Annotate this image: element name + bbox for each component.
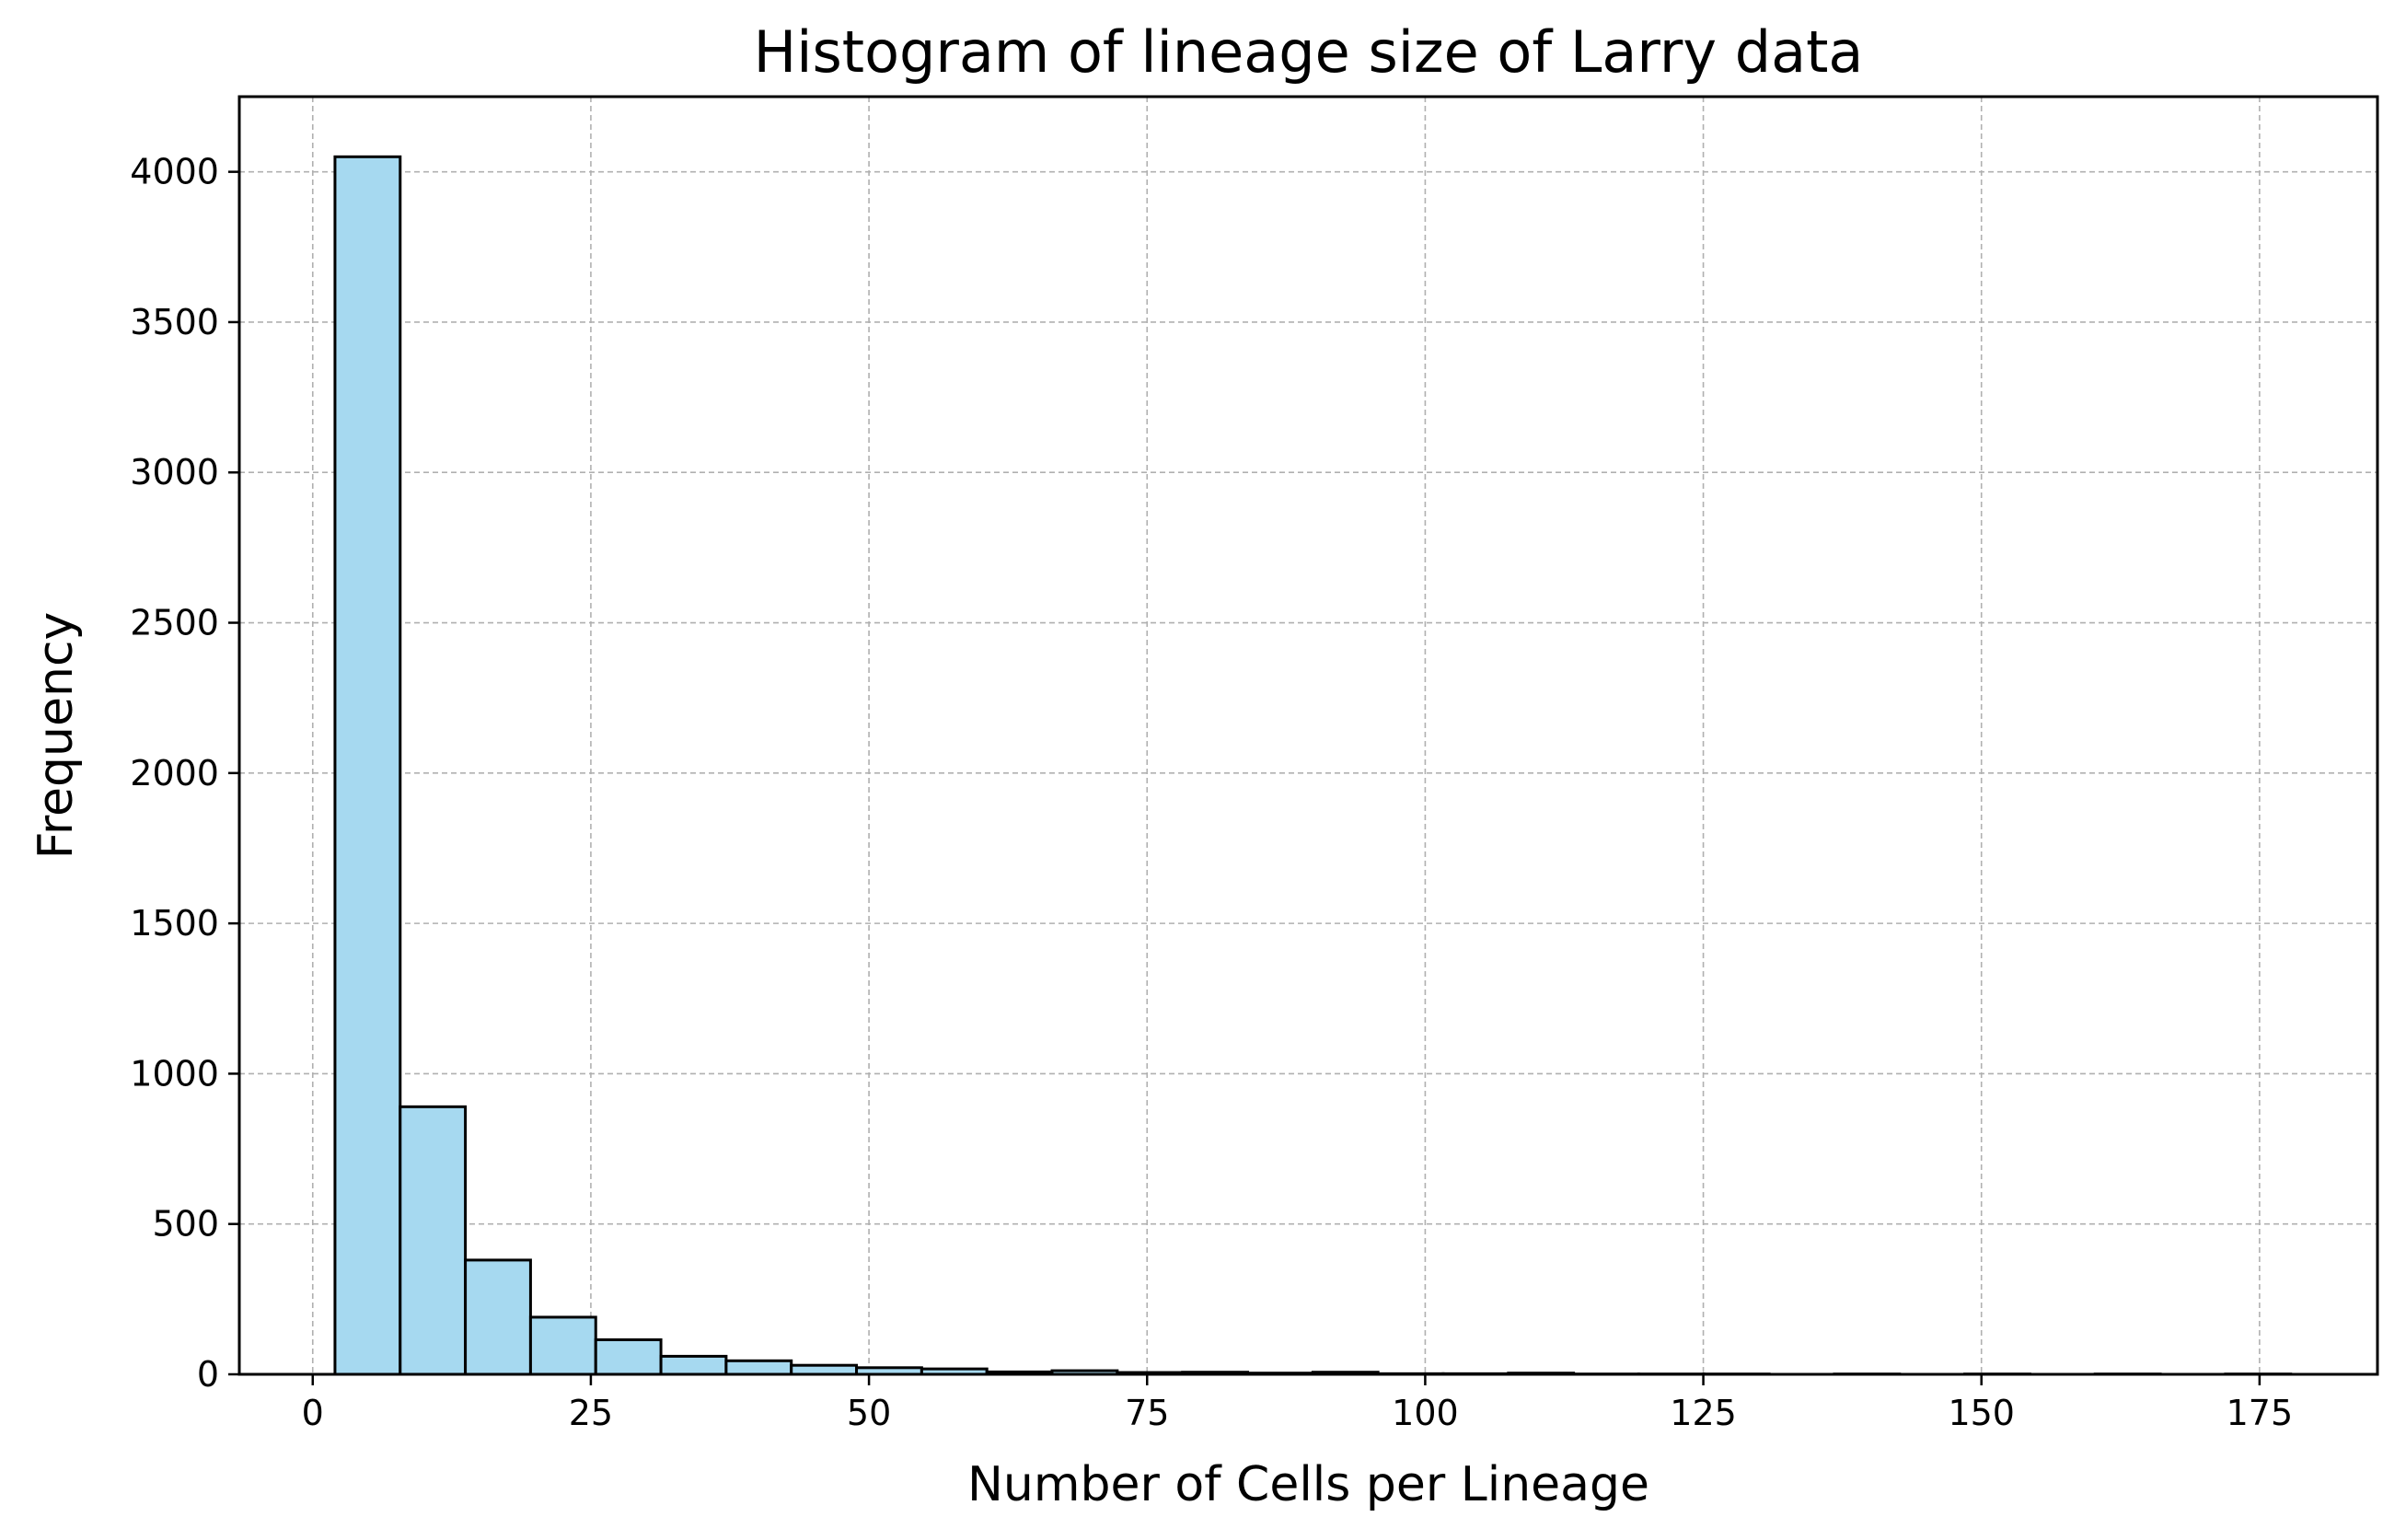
grid <box>239 97 2377 1375</box>
histogram-bar <box>659 1354 728 1376</box>
histogram-bar <box>333 155 402 1376</box>
x-tick-label: 50 <box>847 1393 891 1433</box>
histogram-bar <box>399 1105 468 1376</box>
x-tick-label: 150 <box>1948 1393 2015 1433</box>
x-tick-label: 0 <box>302 1393 324 1433</box>
y-tick-label: 1500 <box>130 903 219 944</box>
x-tick-label: 25 <box>569 1393 613 1433</box>
x-tick-label: 75 <box>1125 1393 1169 1433</box>
histogram-bar <box>594 1337 663 1376</box>
y-tick-label: 500 <box>152 1204 219 1245</box>
y-tick-label: 1000 <box>130 1053 219 1094</box>
x-tick-label: 125 <box>1670 1393 1737 1433</box>
y-tick-label: 4000 <box>130 152 219 192</box>
chart-title: Histogram of lineage size of Larry data <box>754 18 1864 86</box>
histogram-bar <box>528 1315 597 1376</box>
x-axis-label: Number of Cells per Lineage <box>967 1457 1649 1512</box>
y-tick-label: 2500 <box>130 603 219 643</box>
plot-frame <box>237 95 2379 1376</box>
y-tick-label: 2000 <box>130 753 219 793</box>
histogram-bar <box>724 1359 793 1376</box>
x-tick-label: 100 <box>1392 1393 1459 1433</box>
y-axis-label: Frequency <box>29 612 84 860</box>
x-tick-label: 175 <box>2227 1393 2294 1433</box>
y-tick-label: 0 <box>197 1354 219 1395</box>
y-tick-label: 3000 <box>130 452 219 492</box>
ticks: 0 25 50 75 100 125 150 175 0 500 1000 1500 2000 2500 3… <box>130 152 2293 1433</box>
y-tick-label: 3500 <box>130 302 219 342</box>
histogram-bar <box>464 1258 532 1376</box>
